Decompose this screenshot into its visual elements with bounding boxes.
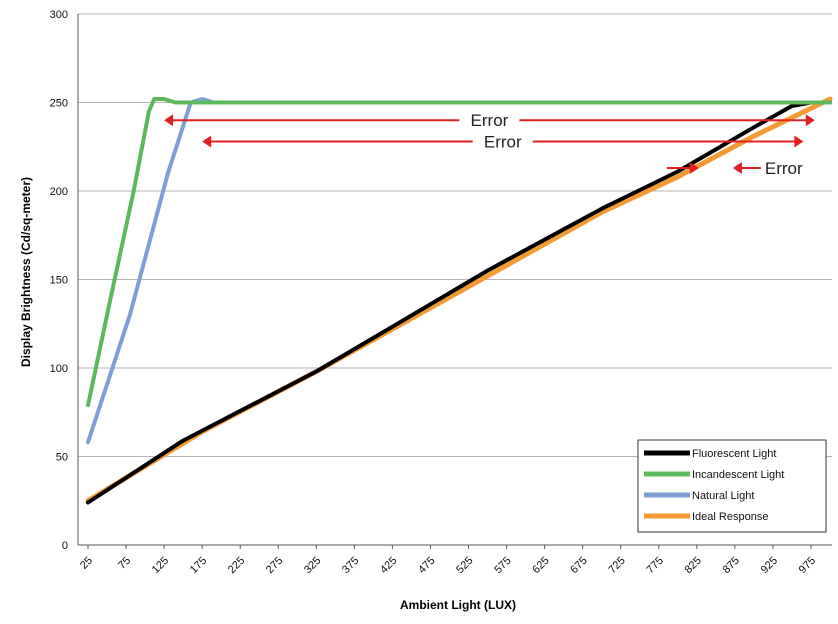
series-line-natural-light	[86, 97, 832, 445]
x-tick-label: 75	[116, 555, 133, 572]
x-tick-label: 375	[340, 555, 361, 576]
error-arrowhead	[689, 161, 699, 174]
y-tick-label: 150	[50, 275, 68, 287]
y-tick-label: 300	[50, 9, 68, 21]
x-tick-label: 725	[606, 555, 627, 576]
y-tick-label: 50	[56, 452, 68, 464]
x-tick-label: 25	[78, 555, 95, 572]
x-tick-label: 125	[150, 555, 171, 576]
x-tick-label: 675	[568, 555, 589, 576]
error-annotations: Error Error Error	[164, 111, 815, 178]
error-arrowhead	[164, 114, 174, 127]
x-axis-title: Ambient Light (LUX)	[400, 598, 516, 612]
x-tick-label: 475	[416, 555, 437, 576]
y-tick-label: 250	[50, 98, 68, 110]
legend: Fluorescent Light Incandescent Light Natur…	[637, 439, 827, 533]
grid-lines	[78, 13, 832, 457]
legend-label: Natural Light	[692, 490, 754, 502]
y-tick-label: 200	[50, 186, 68, 198]
x-tick-label: 275	[264, 555, 285, 576]
error-label: Error	[765, 159, 803, 178]
x-tick-label: 775	[644, 555, 665, 576]
series-lines	[85, 96, 833, 505]
x-tick-label: 625	[530, 555, 551, 576]
x-tick-label: 575	[492, 555, 513, 576]
y-axis-title: Display Brightness (Cd/sq-meter)	[19, 177, 33, 367]
error-annotation: Error	[164, 111, 815, 130]
legend-label: Ideal Response	[692, 511, 768, 523]
error-annotation: Error	[666, 159, 803, 178]
error-arrowhead	[732, 161, 742, 174]
legend-label: Incandescent Light	[692, 469, 784, 481]
series-line-fluorescent-light	[86, 100, 832, 505]
error-arrowhead	[794, 135, 804, 148]
legend-label: Fluorescent Light	[692, 448, 776, 460]
error-annotation: Error	[202, 132, 804, 151]
x-tick-label: 425	[378, 555, 399, 576]
x-tick-label: 875	[721, 555, 742, 576]
error-arrowhead	[202, 135, 212, 148]
error-arrowhead	[805, 114, 815, 127]
x-tick-label: 325	[302, 555, 323, 576]
axes	[77, 14, 832, 549]
error-label: Error	[484, 132, 522, 151]
x-tick-label: 825	[682, 555, 703, 576]
x-tick-label: 175	[188, 555, 209, 576]
series-line-incandescent-light	[86, 97, 832, 408]
error-label: Error	[471, 111, 509, 130]
y-tick-label: 100	[50, 363, 68, 375]
x-tick-label: 225	[226, 555, 247, 576]
y-tick-label: 0	[62, 540, 68, 552]
x-tick-label: 525	[454, 555, 475, 576]
x-tick-label: 975	[797, 555, 818, 576]
x-tick-label: 925	[759, 555, 780, 576]
